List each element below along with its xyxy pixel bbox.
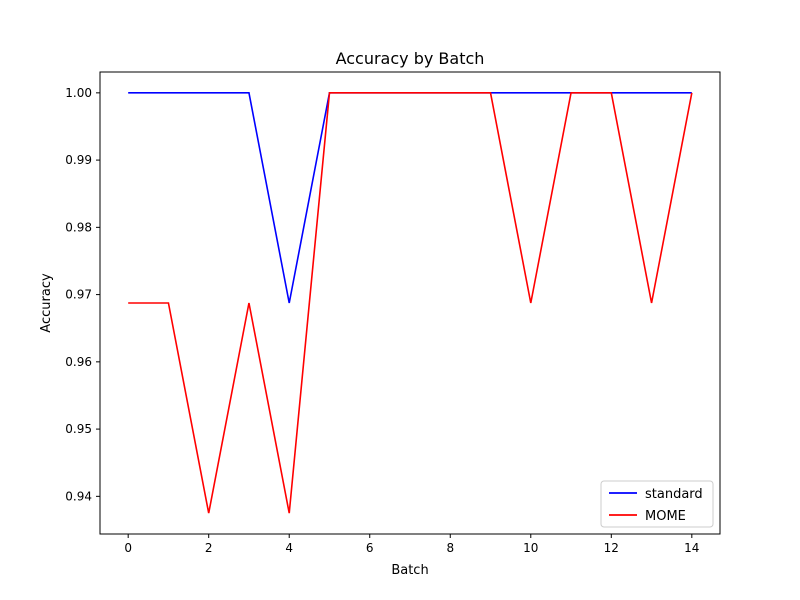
y-tick-label: 0.99 (65, 153, 92, 167)
x-axis-ticks: 0 2 4 6 8 10 12 14 (124, 534, 699, 555)
y-tick-label: 0.96 (65, 355, 92, 369)
y-tick-label: 0.98 (65, 220, 92, 234)
x-tick-label: 4 (285, 541, 293, 555)
x-tick-label: 12 (604, 541, 619, 555)
x-tick-label: 8 (446, 541, 454, 555)
y-tick-label: 0.94 (65, 489, 92, 503)
x-tick-label: 0 (124, 541, 132, 555)
legend: standard MOME (600, 480, 714, 528)
x-tick-label: 6 (366, 541, 374, 555)
x-tick-label: 14 (684, 541, 699, 555)
series-line-standard (128, 92, 692, 304)
y-axis-label: Accuracy (39, 273, 54, 333)
x-tick-label: 2 (205, 541, 213, 555)
y-axis-ticks: 0.94 0.95 0.96 0.97 0.98 0.99 1.00 (65, 86, 100, 503)
plot-frame (99, 71, 721, 535)
y-tick-label: 0.97 (65, 288, 92, 302)
x-axis-label: Batch (391, 563, 428, 578)
chart-title: Accuracy by Batch (336, 49, 485, 68)
plot-lines (128, 92, 693, 514)
legend-label-standard: standard (645, 487, 703, 502)
series-line-mome (128, 92, 693, 514)
y-tick-label: 1.00 (65, 86, 92, 100)
x-tick-label: 10 (523, 541, 538, 555)
legend-label-mome: MOME (645, 509, 686, 524)
y-tick-label: 0.95 (65, 422, 92, 436)
